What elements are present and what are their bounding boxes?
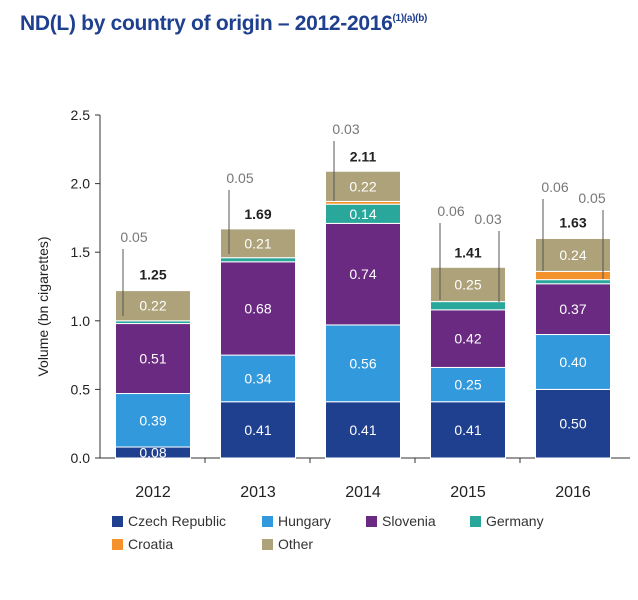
legend-swatch-germany bbox=[470, 516, 481, 527]
data-label-slovenia: 0.74 bbox=[349, 266, 376, 282]
bar-segment-czech-republic-2014 bbox=[325, 401, 401, 459]
data-label-other: 0.24 bbox=[559, 247, 586, 263]
bar-segment-hungary-2014 bbox=[325, 324, 401, 403]
callout-label: 0.05 bbox=[578, 190, 605, 206]
bar-segment-other-2012 bbox=[115, 290, 191, 322]
data-label-hungary: 0.34 bbox=[244, 370, 271, 386]
bar-segment-croatia-2016 bbox=[535, 270, 611, 281]
legend-label-croatia: Croatia bbox=[128, 536, 173, 552]
y-tick-label: 2.5 bbox=[71, 107, 91, 123]
bar-segment-czech-republic-2015 bbox=[430, 401, 506, 459]
data-label-slovenia: 0.42 bbox=[454, 331, 481, 347]
data-label-other: 0.22 bbox=[139, 298, 166, 314]
chart-title: ND(L) by country of origin – 2012-2016(1… bbox=[20, 12, 427, 36]
x-tick-label: 2013 bbox=[240, 484, 276, 501]
bar-segment-czech-republic-2016 bbox=[535, 388, 611, 459]
bar-segment-other-2013 bbox=[220, 228, 296, 259]
bar-segment-other-2016 bbox=[535, 237, 611, 272]
total-label: 1.41 bbox=[454, 245, 481, 261]
y-tick-label: 0.5 bbox=[71, 381, 91, 397]
y-axis-label: Volume (bn cigarettes) bbox=[35, 236, 51, 376]
data-label-czech-republic: 0.50 bbox=[559, 416, 586, 432]
callout-label: 0.05 bbox=[120, 229, 147, 245]
bar-segment-czech-republic-2013 bbox=[220, 401, 296, 459]
data-label-czech-republic: 0.08 bbox=[139, 445, 166, 461]
x-tick-label: 2014 bbox=[345, 484, 381, 501]
data-label-hungary: 0.40 bbox=[559, 354, 586, 370]
bar-segment-slovenia-2015 bbox=[430, 309, 506, 368]
bar-segment-hungary-2012 bbox=[115, 393, 191, 448]
data-label-germany: 0.14 bbox=[349, 206, 376, 222]
legend-label-germany: Germany bbox=[486, 513, 544, 529]
total-label: 1.69 bbox=[244, 206, 271, 222]
data-label-hungary: 0.56 bbox=[349, 355, 376, 371]
legend-swatch-hungary bbox=[262, 516, 273, 527]
bar-segment-slovenia-2016 bbox=[535, 283, 611, 336]
callout-label: 0.03 bbox=[332, 121, 359, 137]
legend-label-slovenia: Slovenia bbox=[382, 513, 436, 529]
legend-swatch-croatia bbox=[112, 539, 123, 550]
x-tick-label: 2016 bbox=[555, 484, 591, 501]
data-label-slovenia: 0.51 bbox=[139, 351, 166, 367]
data-label-slovenia: 0.37 bbox=[559, 301, 586, 317]
bar-segment-hungary-2015 bbox=[430, 366, 506, 403]
data-label-hungary: 0.39 bbox=[139, 412, 166, 428]
bar-segment-slovenia-2014 bbox=[325, 222, 401, 326]
legend-swatch-other bbox=[262, 539, 273, 550]
bar-segment-hungary-2013 bbox=[220, 354, 296, 403]
data-label-slovenia: 0.68 bbox=[244, 300, 271, 316]
data-label-czech-republic: 0.41 bbox=[454, 422, 481, 438]
y-tick-label: 1.5 bbox=[71, 244, 91, 260]
y-tick-label: 0.0 bbox=[71, 450, 91, 466]
data-label-czech-republic: 0.41 bbox=[244, 422, 271, 438]
legend-label-czech-republic: Czech Republic bbox=[128, 513, 226, 529]
total-label: 2.11 bbox=[350, 149, 377, 165]
legend-swatch-slovenia bbox=[366, 516, 377, 527]
callout-label: 0.05 bbox=[226, 170, 253, 186]
y-tick-label: 2.0 bbox=[71, 176, 91, 192]
bar-segment-germany-2016 bbox=[535, 279, 611, 285]
legend-swatch-czech-republic bbox=[112, 516, 123, 527]
chart-title-text: ND(L) by country of origin – 2012-2016 bbox=[20, 12, 393, 35]
chart-title-superscript: (1)(a)(b) bbox=[392, 13, 428, 24]
data-label-czech-republic: 0.41 bbox=[349, 422, 376, 438]
data-label-other: 0.25 bbox=[454, 276, 481, 292]
bar-segment-germany-2013 bbox=[220, 257, 296, 263]
callout-label: 0.06 bbox=[541, 179, 568, 195]
bar-segment-other-2015 bbox=[430, 266, 506, 303]
x-tick-label: 2015 bbox=[450, 484, 486, 501]
data-label-other: 0.21 bbox=[244, 235, 271, 251]
legend-label-other: Other bbox=[278, 536, 313, 552]
bar-segment-other-2014 bbox=[325, 170, 401, 202]
x-tick-label: 2012 bbox=[135, 484, 171, 501]
legend-label-hungary: Hungary bbox=[278, 513, 331, 529]
callout-label: 0.03 bbox=[474, 211, 501, 227]
callout-label: 0.06 bbox=[437, 203, 464, 219]
total-label: 1.25 bbox=[139, 267, 166, 283]
data-label-hungary: 0.25 bbox=[454, 377, 481, 393]
bar-segment-slovenia-2012 bbox=[115, 323, 191, 395]
data-label-other: 0.22 bbox=[349, 178, 376, 194]
y-tick-label: 1.0 bbox=[71, 313, 91, 329]
bar-segment-germany-2015 bbox=[430, 301, 506, 311]
bar-segment-slovenia-2013 bbox=[220, 261, 296, 356]
bar-segment-hungary-2016 bbox=[535, 334, 611, 390]
total-label: 1.63 bbox=[559, 214, 586, 230]
